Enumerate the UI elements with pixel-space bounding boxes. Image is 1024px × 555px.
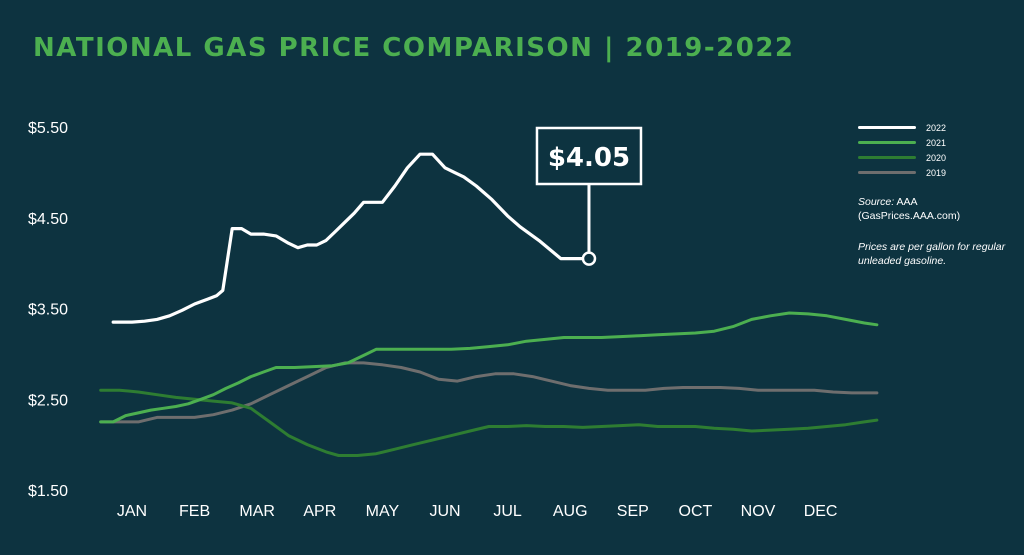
prices-note: Prices are per gallon for regular unlead… <box>858 241 1006 267</box>
legend-item-2019: 2019 <box>858 165 1018 180</box>
series-line-2021 <box>99 311 879 424</box>
source-url: (GasPrices.AAA.com) <box>858 210 961 222</box>
x-tick-label: APR <box>303 503 336 520</box>
series-lines <box>99 152 879 457</box>
x-tick-label: OCT <box>679 503 713 520</box>
legend-label: 2021 <box>926 137 947 148</box>
x-tick-label: AUG <box>553 503 588 520</box>
x-tick-label: FEB <box>179 503 210 520</box>
legend-label: 2020 <box>926 152 947 163</box>
series-line-2020 <box>99 388 879 457</box>
chart-title: NATIONAL GAS PRICE COMPARISON | 2019-202… <box>33 33 795 63</box>
legend-label: 2019 <box>926 167 947 178</box>
x-tick-label: NOV <box>741 503 776 520</box>
legend-swatch <box>858 171 916 174</box>
x-tick-label: MAY <box>366 503 400 520</box>
legend-label: 2022 <box>926 122 947 133</box>
x-tick-label: MAR <box>239 503 275 520</box>
price-annotation: $4.05 <box>535 126 643 266</box>
y-tick-label: $5.50 <box>28 120 68 137</box>
legend-swatch <box>858 156 916 159</box>
y-tick-label: $4.50 <box>28 211 68 228</box>
legend-item-2020: 2020 <box>858 150 1018 165</box>
source-label: Source: <box>858 196 895 208</box>
legend-swatch <box>858 126 916 129</box>
x-tick-label: JUN <box>429 503 460 520</box>
legend-item-2021: 2021 <box>858 135 1018 150</box>
y-tick-label: $1.50 <box>28 483 68 500</box>
x-axis: JAN FEB MAR APR MAY JUN JUL AUG SEP OCT NOV DEC <box>117 503 838 520</box>
x-tick-label: JUL <box>493 503 522 520</box>
x-tick-label: SEP <box>617 503 649 520</box>
source-value: AAA <box>896 196 918 208</box>
legend-item-2022: 2022 <box>858 120 1018 135</box>
annotation-box <box>535 126 643 186</box>
x-tick-label: DEC <box>804 503 838 520</box>
series-line-2022 <box>111 152 591 324</box>
legend-swatch <box>858 141 916 144</box>
chart-legend: 2022 2021 2020 2019 <box>858 120 1018 180</box>
x-tick-label: JAN <box>117 503 147 520</box>
y-tick-label: $3.50 <box>28 302 68 319</box>
y-axis: $1.50 $2.50 $3.50 $4.50 $5.50 <box>28 120 68 500</box>
annotation-label: $4.05 <box>548 143 630 173</box>
y-tick-label: $2.50 <box>28 392 68 409</box>
series-line-2019 <box>99 361 879 424</box>
annotation-point <box>581 251 597 266</box>
source-note: Source: AAA (GasPrices.AAA.com) <box>858 195 1018 223</box>
